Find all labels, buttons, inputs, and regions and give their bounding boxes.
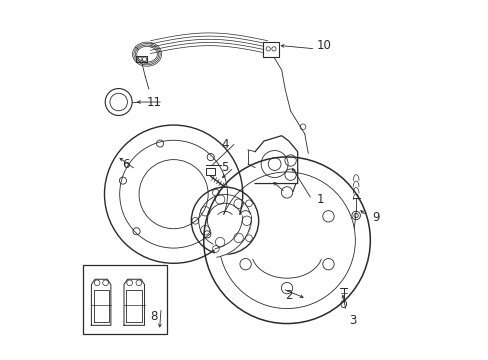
Text: 7: 7 <box>290 183 297 195</box>
Text: 11: 11 <box>146 95 162 108</box>
Text: 2: 2 <box>285 289 292 302</box>
Text: 6: 6 <box>122 158 129 171</box>
Bar <box>205 168 215 175</box>
Text: 8: 8 <box>150 310 158 323</box>
Bar <box>83 265 166 334</box>
Text: 3: 3 <box>348 314 356 327</box>
Wedge shape <box>209 215 251 257</box>
Text: 1: 1 <box>316 193 324 206</box>
Text: 9: 9 <box>371 211 379 224</box>
Text: 5: 5 <box>221 161 228 174</box>
Text: 4: 4 <box>221 138 228 151</box>
Text: 10: 10 <box>316 39 331 52</box>
Bar <box>263 42 278 57</box>
